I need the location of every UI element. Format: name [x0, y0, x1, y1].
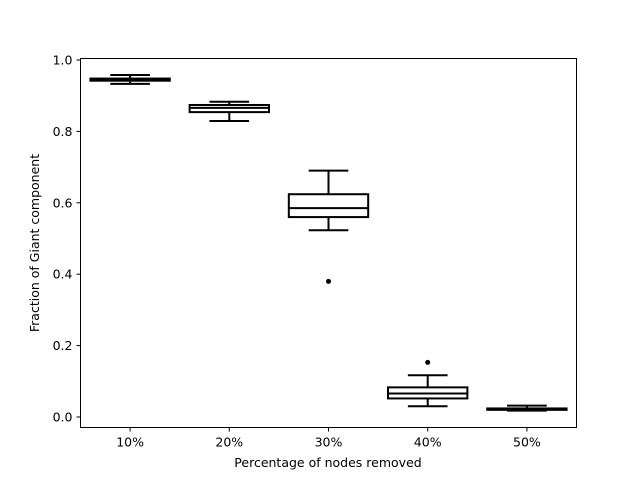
- x-tick-label: 10%: [116, 435, 144, 450]
- x-tick-label: 20%: [215, 435, 243, 450]
- box-10pct: [89, 73, 171, 85]
- outlier-point: [425, 359, 431, 365]
- x-axis-label: Percentage of nodes removed: [234, 455, 421, 470]
- plot-area: [89, 73, 568, 412]
- y-tick-label: 0.2: [53, 338, 73, 353]
- x-axis: 10% 20% 30% 40% 50%: [116, 427, 541, 450]
- x-tick-label: 50%: [513, 435, 541, 450]
- y-tick-label: 0.4: [53, 267, 73, 282]
- y-tick-label: 0.8: [53, 124, 73, 139]
- y-tick-label: 1.0: [53, 53, 73, 68]
- y-axis: 0.0 0.2 0.4 0.6 0.8 1.0: [53, 53, 81, 425]
- box-40pct: [387, 359, 469, 408]
- y-axis-label: Fraction of Giant component: [27, 154, 42, 332]
- outlier-point: [326, 278, 331, 284]
- x-tick-label: 40%: [414, 435, 442, 450]
- y-tick-label: 0.0: [53, 410, 73, 425]
- x-tick-label: 30%: [315, 435, 343, 450]
- box-30pct: [287, 169, 370, 284]
- axes-frame: [80, 58, 577, 428]
- box-50pct: [486, 404, 568, 412]
- y-tick-label: 0.6: [53, 195, 73, 210]
- box-20pct: [188, 100, 270, 123]
- iqr-box: [287, 193, 370, 219]
